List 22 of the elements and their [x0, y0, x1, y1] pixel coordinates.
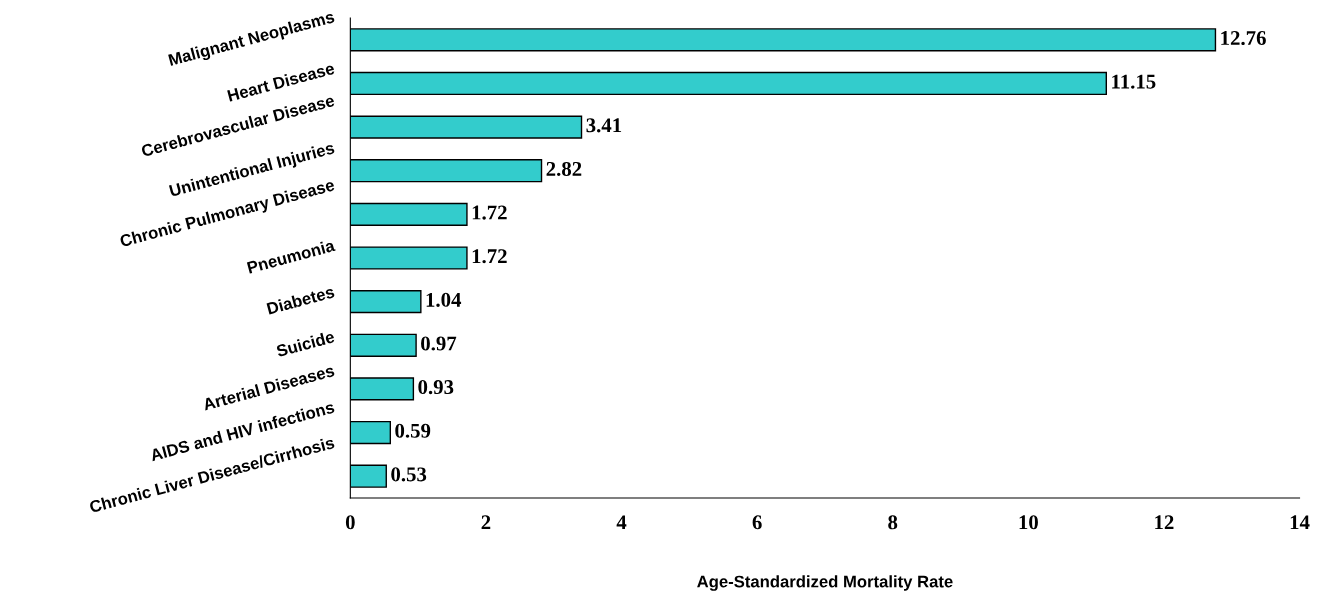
data-label: 3.41 — [586, 118, 622, 133]
data-label: 0.59 — [395, 423, 431, 438]
data-label: 0.97 — [421, 336, 457, 351]
data-label: 12.76 — [1221, 31, 1266, 46]
data-label: 2.82 — [546, 161, 582, 177]
x-tick-label: 10 — [1019, 515, 1038, 530]
data-label: 11.15 — [1112, 74, 1156, 89]
x-axis-title: Age-Standardized Mortality Rate — [697, 575, 953, 591]
x-tick-label: 0 — [345, 515, 355, 530]
x-tick-label: 4 — [616, 515, 627, 530]
x-tick-label: 2 — [481, 515, 491, 530]
data-label: 0.93 — [418, 380, 454, 395]
y-tick-label: Suicide — [275, 330, 336, 358]
data-label: 1.72 — [472, 205, 507, 220]
data-label: 1.04 — [426, 292, 462, 307]
data-label: 1.72 — [472, 249, 507, 264]
x-tick-label: 8 — [888, 515, 898, 530]
y-tick-label: Diabetes — [266, 285, 335, 315]
x-tick-label: 6 — [752, 515, 762, 530]
data-label: 0.53 — [391, 467, 427, 482]
x-tick-label: 14 — [1290, 515, 1310, 530]
x-tick-label: 12 — [1155, 515, 1174, 530]
